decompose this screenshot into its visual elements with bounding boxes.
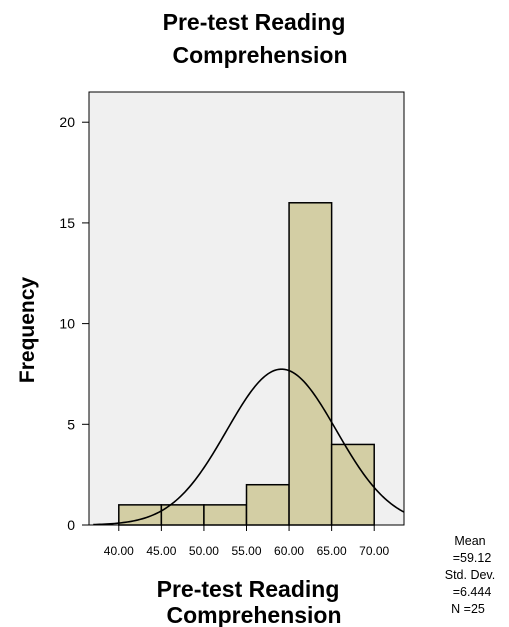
- x-axis-title-line-1: Pre-test Reading: [157, 576, 340, 602]
- histogram-bar-5: [330, 443, 375, 526]
- histogram-bars: [118, 202, 375, 526]
- x-tick-label-4: 60.00: [274, 544, 304, 558]
- y-tick-label-4: 20: [59, 114, 75, 130]
- x-tick-label-5: 65.00: [317, 544, 347, 558]
- x-tick-label-2: 50.00: [189, 544, 219, 558]
- x-axis-title-line-2: Comprehension: [166, 602, 341, 627]
- y-axis: 0 5 10 15 20: [59, 114, 89, 533]
- y-tick-label-1: 5: [67, 416, 75, 432]
- stat-std-value: =6.444: [453, 585, 492, 599]
- x-tick-label-0: 40.00: [104, 544, 134, 558]
- y-tick-label-2: 10: [59, 316, 75, 332]
- stat-mean-value: =59.12: [453, 551, 492, 565]
- y-axis-label: Frequency: [16, 277, 39, 384]
- histogram-bar-3: [245, 483, 290, 526]
- chart-title: Pre-test Reading Comprehension: [163, 9, 348, 68]
- normal-curve-layer: [93, 368, 405, 526]
- stat-std-label: Std. Dev.: [445, 568, 495, 582]
- histogram-bar-4: [288, 202, 333, 526]
- y-tick-label-0: 0: [67, 517, 75, 533]
- x-tick-label-1: 45.00: [146, 544, 176, 558]
- chart-title-line-2: Comprehension: [172, 42, 347, 68]
- x-axis: 40.00 45.00 50.00 55.00 60.00 65.00 70.00: [104, 525, 390, 558]
- y-tick-label-3: 15: [59, 215, 75, 231]
- histogram-bar-1: [160, 504, 205, 526]
- statistics-box: Mean =59.12 Std. Dev. =6.444 N =25: [445, 534, 495, 616]
- stat-mean-label: Mean: [454, 534, 485, 548]
- normal-curve: [93, 368, 405, 526]
- stat-n-value: N =25: [451, 602, 485, 616]
- x-tick-label-6: 70.00: [359, 544, 389, 558]
- chart-title-line-1: Pre-test Reading: [163, 9, 346, 35]
- x-axis-title: Pre-test Reading Comprehension: [157, 576, 342, 627]
- x-tick-label-3: 55.00: [231, 544, 261, 558]
- histogram-bar-2: [203, 504, 248, 526]
